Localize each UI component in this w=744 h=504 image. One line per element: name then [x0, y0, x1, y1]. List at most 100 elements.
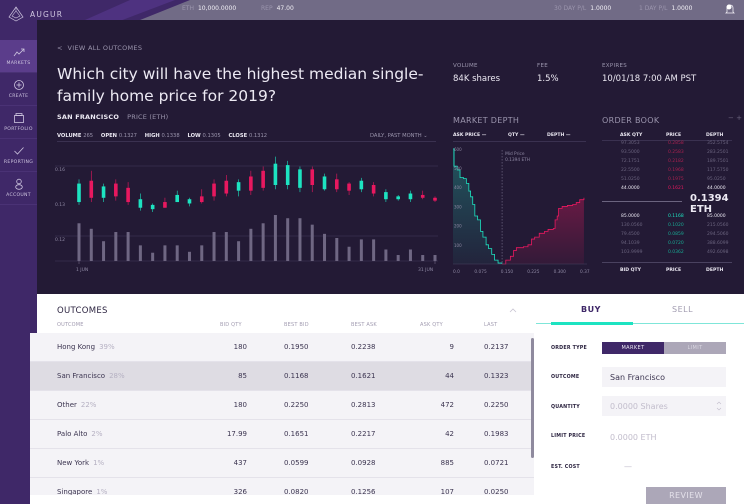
- chart-outcome-label: SAN FRANCISCO PRICE (ETH): [57, 113, 168, 121]
- ob-qty[interactable]: 44.0000: [621, 186, 640, 191]
- ob-depth[interactable]: 95.0250: [707, 177, 726, 182]
- col-best-bid[interactable]: BEST BID: [284, 322, 309, 328]
- col-bid-qty[interactable]: BID QTY: [220, 322, 242, 328]
- sidebar-item-create[interactable]: CREATE: [0, 73, 37, 106]
- outcome-row[interactable]: Hong Kong 39% 180 0.1950 0.2238 9 0.2137: [30, 333, 534, 362]
- outcome-probability: 2%: [91, 430, 103, 438]
- check-icon: [13, 147, 24, 155]
- ob-qty[interactable]: 97.3053: [621, 141, 640, 146]
- sidebar-item-portfolio[interactable]: PORTFOLIO: [0, 106, 37, 139]
- ob-qty[interactable]: 85.0000: [621, 214, 640, 219]
- ob-depth[interactable]: 117.5750: [707, 168, 729, 173]
- price-unit-label: PRICE (ETH): [127, 113, 169, 121]
- review-button[interactable]: REVIEW: [646, 487, 726, 504]
- order-type-limit[interactable]: LIMIT: [664, 342, 726, 354]
- ob-price[interactable]: 0.0859: [668, 232, 684, 237]
- divider: [602, 140, 732, 141]
- ob-qty[interactable]: 103.9999: [621, 250, 643, 255]
- y-tick-label: 0.12: [55, 237, 65, 243]
- order-book-zoom-controls[interactable]: − +: [728, 114, 742, 122]
- range-selector[interactable]: DAILY, PAST MONTH ⌄: [370, 133, 428, 139]
- candle-body: [224, 180, 229, 194]
- x-tick-label: 0.075: [474, 269, 487, 275]
- chevron-up-icon[interactable]: [509, 307, 517, 313]
- quantity-stepper-icon[interactable]: [716, 400, 722, 412]
- limit-price-input[interactable]: 0.0000 ETH: [610, 432, 657, 442]
- price-candlestick-chart[interactable]: 0.16 0.13 0.12 1 JUN 31 JUN: [55, 150, 438, 280]
- cell-bid-qty: 437: [233, 459, 247, 467]
- augur-logo[interactable]: AUGUR: [8, 6, 63, 22]
- volume-bar: [175, 245, 179, 261]
- ob-price[interactable]: 0.1968: [668, 168, 684, 173]
- sidebar-item-account[interactable]: ACCOUNT: [0, 172, 37, 205]
- ob-qty[interactable]: 22.5500: [621, 168, 640, 173]
- quantity-input[interactable]: 0.0000 Shares: [602, 396, 726, 416]
- tab-buy[interactable]: BUY: [581, 305, 601, 314]
- candle-body: [101, 186, 106, 198]
- ob-qty[interactable]: 94.1039: [621, 241, 640, 246]
- ob-depth[interactable]: 352.5754: [707, 141, 729, 146]
- volume-bar: [408, 249, 412, 261]
- info-expires: EXPIRES 10/01/18 7:00 AM PST: [602, 63, 697, 84]
- volume-bar: [323, 233, 327, 261]
- col-best-ask[interactable]: BEST ASK: [351, 322, 377, 328]
- ob-footer-price: PRICE: [666, 268, 682, 273]
- ob-depth[interactable]: 189.7501: [707, 159, 729, 164]
- outcome-row[interactable]: Palo Alto 2% 17.99 0.1651 0.2217 42 0.1983: [30, 420, 534, 449]
- outcome-select[interactable]: San Francisco: [602, 367, 726, 387]
- ob-qty[interactable]: 130.0560: [621, 223, 643, 228]
- ob-depth[interactable]: 294.5060: [707, 232, 729, 237]
- ob-qty[interactable]: 51.0250: [621, 177, 640, 182]
- bell-icon[interactable]: [724, 3, 736, 15]
- col-outcome[interactable]: OUTCOME: [57, 322, 84, 328]
- sidebar-item-markets[interactable]: MARKETS: [0, 40, 37, 73]
- tab-sell[interactable]: SELL: [672, 305, 694, 314]
- active-tab-indicator: [551, 322, 633, 325]
- market-title: Which city will have the highest median …: [57, 65, 424, 105]
- volume-bar: [347, 246, 351, 261]
- volume-bar: [298, 218, 302, 261]
- cell-ask-qty: 885: [440, 459, 454, 467]
- ob-price[interactable]: 0.2858: [668, 141, 684, 146]
- market-depth-title: MARKET DEPTH: [453, 116, 520, 125]
- limit-price-label: LIMIT PRICE: [551, 434, 586, 439]
- ob-depth[interactable]: 44.0000: [707, 186, 726, 191]
- divider: [57, 141, 436, 142]
- mid-price-annotation-value: 0.1394 ETH: [505, 157, 530, 163]
- ask-depth-area: [501, 197, 584, 264]
- ob-header-depth: DEPTH: [706, 133, 724, 138]
- outcome-probability: 28%: [109, 372, 125, 380]
- ob-price[interactable]: 0.1168: [668, 214, 684, 219]
- candle-body: [310, 169, 315, 185]
- volume-bar: [77, 223, 81, 261]
- cell-best-bid: 0.1168: [284, 372, 309, 380]
- ob-depth[interactable]: 85.0000: [707, 214, 726, 219]
- outcome-row[interactable]: New York 1% 437 0.0599 0.0928 885 0.0721: [30, 449, 534, 478]
- ob-depth[interactable]: 283.2501: [707, 150, 729, 155]
- ob-price[interactable]: 0.1020: [668, 223, 684, 228]
- outcome-row[interactable]: San Francisco 28% 85 0.1168 0.1621 44 0.1323: [30, 362, 534, 391]
- ob-price[interactable]: 0.0720: [668, 241, 684, 246]
- ob-price[interactable]: 0.2583: [668, 150, 684, 155]
- outcome-row[interactable]: Other 22% 180 0.2250 0.2813 472 0.2250: [30, 391, 534, 420]
- sidebar-item-reporting[interactable]: REPORTING: [0, 139, 37, 172]
- ob-qty[interactable]: 93.5000: [621, 150, 640, 155]
- outcomes-scrollbar[interactable]: [531, 338, 534, 458]
- ob-depth[interactable]: 388.6099: [707, 241, 729, 246]
- ob-price[interactable]: 0.2182: [668, 159, 684, 164]
- ob-price[interactable]: 0.0362: [668, 250, 684, 255]
- view-all-outcomes-link[interactable]: < VIEW ALL OUTCOMES: [57, 44, 142, 52]
- order-type-market[interactable]: MARKET: [602, 342, 664, 354]
- ob-price[interactable]: 0.1975: [668, 177, 684, 182]
- col-ask-qty[interactable]: ASK QTY: [420, 322, 443, 328]
- ob-price[interactable]: 0.1621: [668, 186, 684, 191]
- ob-depth[interactable]: 492.6098: [707, 250, 729, 255]
- ob-qty[interactable]: 72.1751: [621, 159, 640, 164]
- ob-qty[interactable]: 79.4500: [621, 232, 640, 237]
- order-book-title: ORDER BOOK: [602, 116, 660, 125]
- ob-depth[interactable]: 215.0560: [707, 223, 729, 228]
- outcome-name: New York: [57, 459, 90, 467]
- candle-body: [126, 187, 130, 203]
- col-last[interactable]: LAST: [484, 322, 498, 328]
